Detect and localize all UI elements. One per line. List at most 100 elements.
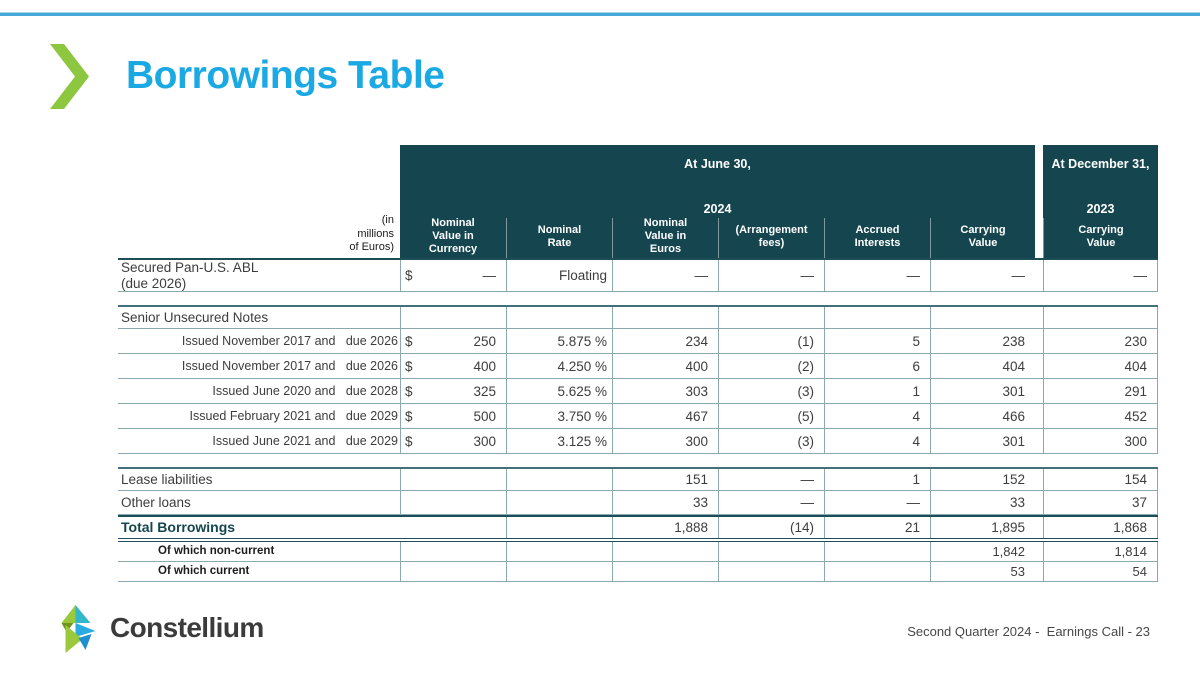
table-row: Issued June 2021 and due 2029 $300 3.125 %… bbox=[118, 429, 1158, 454]
cell: — bbox=[718, 469, 824, 490]
table-row: Issued November 2017 and due 2026 $250 5.8… bbox=[118, 329, 1158, 354]
cell: (3) bbox=[718, 429, 824, 453]
cell bbox=[506, 469, 612, 490]
cell bbox=[824, 542, 930, 561]
cell: (2) bbox=[718, 354, 824, 378]
row-label-line: Of which current bbox=[158, 564, 250, 577]
row-label: Secured Pan-U.S. ABL (due 2026) bbox=[118, 260, 400, 291]
cell bbox=[506, 491, 612, 514]
cell: 301 bbox=[930, 429, 1035, 453]
cell: $325 bbox=[400, 379, 506, 403]
period-label: At June 30, bbox=[684, 157, 751, 171]
cell-value: 500 bbox=[473, 408, 496, 424]
row-label-line: Lease liabilities bbox=[121, 471, 213, 487]
currency-symbol: $ bbox=[405, 408, 413, 424]
period-header-2023: At December 31, 2023 bbox=[1043, 145, 1158, 218]
footer-page-label: Second Quarter 2024 - Earnings Call - 23 bbox=[907, 624, 1150, 639]
cell bbox=[400, 542, 506, 561]
cell bbox=[612, 307, 718, 328]
table-row: Issued February 2021 and due 2029 $500 3.7… bbox=[118, 404, 1158, 429]
cell: — bbox=[1043, 260, 1158, 291]
cell: Floating bbox=[506, 260, 612, 291]
row-label: Issued June 2020 and due 2028 bbox=[118, 379, 400, 403]
row-label-line: Other loans bbox=[121, 494, 191, 510]
cell bbox=[930, 307, 1035, 328]
row-label: Issued November 2017 and due 2026 bbox=[118, 329, 400, 353]
column-gap bbox=[1035, 260, 1043, 291]
cell: 300 bbox=[1043, 429, 1158, 453]
table-row: Issued November 2017 and due 2026 $400 4.2… bbox=[118, 354, 1158, 379]
cell: 1 bbox=[824, 379, 930, 403]
column-gap bbox=[1035, 517, 1043, 538]
cell-value: 400 bbox=[473, 358, 496, 374]
column-gap bbox=[1035, 307, 1043, 328]
cell: 234 bbox=[612, 329, 718, 353]
cell: 1,868 bbox=[1043, 517, 1158, 538]
cell: $ — bbox=[400, 260, 506, 291]
cell: $300 bbox=[400, 429, 506, 453]
cell: 54 bbox=[1043, 562, 1158, 581]
cell-value: 250 bbox=[473, 333, 496, 349]
row-label: Issued February 2021 and due 2029 bbox=[118, 404, 400, 428]
cell: 301 bbox=[930, 379, 1035, 403]
column-gap bbox=[1035, 491, 1043, 514]
column-gap bbox=[1035, 404, 1043, 428]
cell: 238 bbox=[930, 329, 1035, 353]
table-row: Total Borrowings 1,888 (14) 21 1,895 1,868 bbox=[118, 515, 1158, 542]
cell: $400 bbox=[400, 354, 506, 378]
cell bbox=[506, 517, 612, 538]
cell: 37 bbox=[1043, 491, 1158, 514]
currency-symbol: $ bbox=[405, 333, 413, 349]
cell-value: 325 bbox=[473, 383, 496, 399]
cell: 1,895 bbox=[930, 517, 1035, 538]
row-label: Lease liabilities bbox=[118, 469, 400, 490]
cell: 4.250 % bbox=[506, 354, 612, 378]
cell: 21 bbox=[824, 517, 930, 538]
cell: 6 bbox=[824, 354, 930, 378]
cell: (3) bbox=[718, 379, 824, 403]
cell-value: — bbox=[482, 268, 497, 283]
cell: 154 bbox=[1043, 469, 1158, 490]
table-row: Issued June 2020 and due 2028 $325 5.625 %… bbox=[118, 379, 1158, 404]
top-rule-highlight bbox=[0, 12, 1200, 13]
cell bbox=[612, 562, 718, 581]
cell bbox=[718, 307, 824, 328]
row-label-line: Issued November 2017 and due 2026 bbox=[181, 333, 398, 348]
row-label-line: Secured Pan-U.S. ABL bbox=[121, 260, 259, 275]
cell: 53 bbox=[930, 562, 1035, 581]
column-header-nominal-rate: Nominal Rate bbox=[506, 218, 612, 258]
column-header-carrying-value-2024: Carrying Value bbox=[930, 218, 1035, 258]
cell bbox=[1043, 307, 1158, 328]
cell: 404 bbox=[1043, 354, 1158, 378]
cell: — bbox=[824, 491, 930, 514]
column-gap bbox=[1035, 542, 1043, 561]
cell: 5 bbox=[824, 329, 930, 353]
cell: $250 bbox=[400, 329, 506, 353]
row-label-line: Issued June 2021 and due 2029 bbox=[212, 433, 398, 448]
cell: 452 bbox=[1043, 404, 1158, 428]
cell: 1,842 bbox=[930, 542, 1035, 561]
row-label: Senior Unsecured Notes bbox=[118, 307, 400, 328]
cell: 230 bbox=[1043, 329, 1158, 353]
cell: 1,888 bbox=[612, 517, 718, 538]
cell bbox=[400, 469, 506, 490]
cell: 467 bbox=[612, 404, 718, 428]
top-rule bbox=[0, 13, 1200, 16]
row-label: Issued November 2017 and due 2026 bbox=[118, 354, 400, 378]
column-gap bbox=[1035, 429, 1043, 453]
currency-symbol: $ bbox=[405, 268, 413, 283]
table-body: Secured Pan-U.S. ABL (due 2026) $ — Floating… bbox=[118, 258, 1158, 582]
cell: 33 bbox=[930, 491, 1035, 514]
cell: 33 bbox=[612, 491, 718, 514]
cell: (1) bbox=[718, 329, 824, 353]
cell: — bbox=[718, 491, 824, 514]
cell: 5.875 % bbox=[506, 329, 612, 353]
cell: — bbox=[612, 260, 718, 291]
period-year: 2024 bbox=[703, 202, 732, 216]
row-label: Other loans bbox=[118, 491, 400, 514]
cell bbox=[718, 562, 824, 581]
cell: $500 bbox=[400, 404, 506, 428]
row-label-line: Issued February 2021 and due 2029 bbox=[189, 408, 398, 423]
cell: 4 bbox=[824, 429, 930, 453]
